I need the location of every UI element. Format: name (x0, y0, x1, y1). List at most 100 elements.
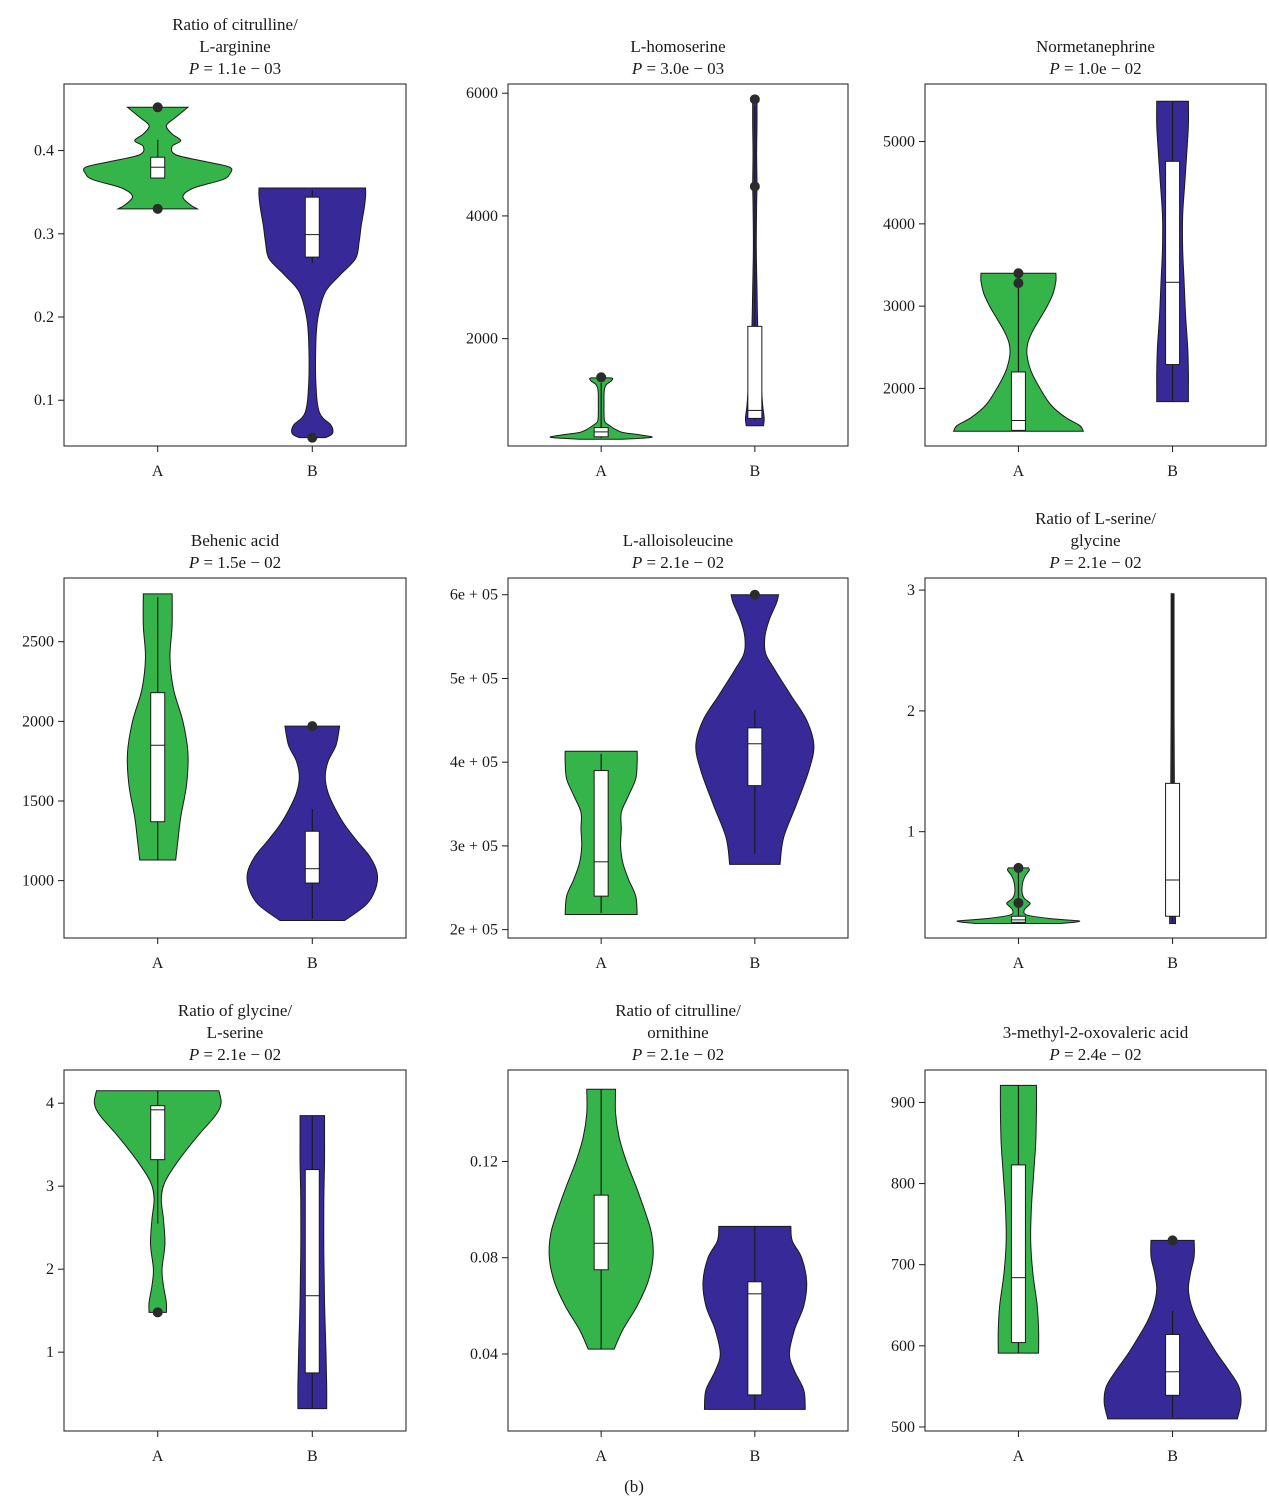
p-symbol: P (188, 553, 199, 572)
category-label-b: B (1167, 463, 1178, 480)
y-tick-label: 0.3 (34, 226, 54, 243)
outlier-point (749, 94, 760, 105)
outlier-point (307, 432, 318, 443)
panel-title-line: Ratio of glycine/ (178, 1001, 293, 1020)
y-tick-label: 6000 (466, 85, 498, 102)
p-value-label: P = 1.0​e − 02 (1048, 59, 1141, 78)
plot-frame (63, 1069, 407, 1432)
box-iqr (593, 1194, 609, 1271)
y-tick-label: 500 (891, 1419, 915, 1436)
panel-title-line: L-arginine (199, 37, 270, 56)
p-symbol: P (631, 1045, 642, 1064)
category-label-a: A (152, 463, 164, 480)
category-label-a: A (595, 463, 607, 480)
violin-panel-5: L-alloisoleucine P = 2.1​e − 02 2e + 05 3e … (450, 531, 849, 972)
y-tick-label: 2 (907, 703, 915, 720)
panel-title-line: ornithine (647, 1023, 708, 1042)
category-label-a: A (595, 955, 607, 972)
y-tick-label: 4e + 05 (450, 754, 498, 771)
y-tick-label: 1 (907, 824, 915, 841)
y-tick-label: 1 (46, 1344, 54, 1361)
p-value-label: P = 2.4​e − 02 (1048, 1045, 1141, 1064)
box-iqr (1010, 1164, 1026, 1344)
violin-panel-3: Normetanephrine P = 1.0​e − 02 2000 3000 400… (883, 37, 1267, 480)
plot-frame (63, 83, 407, 447)
box-iqr (1165, 160, 1181, 366)
y-tick-label: 6e + 05 (450, 587, 498, 604)
category-label-b: B (1167, 955, 1178, 972)
p-value-text: = 2.1​e − 02 (642, 1045, 724, 1064)
category-label-a: A (1013, 463, 1025, 480)
outlier-point (596, 372, 607, 383)
y-tick-label: 5e + 05 (450, 670, 498, 687)
p-value-label: P = 3.0​e − 03 (631, 59, 724, 78)
p-symbol: P (631, 553, 642, 572)
y-tick-label: 600 (891, 1338, 915, 1355)
outlier-point (152, 1307, 163, 1318)
y-tick-label: 3 (46, 1178, 54, 1195)
box-iqr (747, 1281, 763, 1396)
category-label-a: A (152, 1448, 164, 1465)
plot-frame (507, 1069, 849, 1432)
panel-title-line: Ratio of L-serine/ (1035, 509, 1156, 528)
y-tick-label: 2000 (466, 331, 498, 348)
y-tick-label: 3000 (883, 298, 915, 315)
category-label-a: A (1013, 1448, 1025, 1465)
panel-title-line: Ratio of citrulline/ (615, 1001, 741, 1020)
y-tick-label: 3e + 05 (450, 838, 498, 855)
violin-panel-4: Behenic acid P = 1.5​e − 02 1000 1500 2000 25… (22, 531, 407, 972)
p-symbol: P (1048, 1045, 1059, 1064)
y-tick-label: 0.04 (470, 1346, 498, 1363)
y-tick-label: 900 (891, 1094, 915, 1111)
violin-panel-9: 3-methyl-2-oxovaleric acid P = 2.4​e − 02… (891, 1023, 1267, 1465)
box-iqr (593, 770, 609, 897)
y-tick-label: 0.4 (34, 143, 54, 160)
category-label-b: B (750, 463, 761, 480)
category-label-b: B (1167, 1448, 1178, 1465)
p-symbol: P (1048, 553, 1059, 572)
y-tick-label: 2500 (22, 634, 54, 651)
y-tick-label: 700 (891, 1257, 915, 1274)
outlier-point (1013, 268, 1024, 279)
panel-title-line: Normetanephrine (1036, 37, 1155, 56)
category-label-a: A (152, 955, 164, 972)
outlier-point (1013, 862, 1024, 873)
outlier-point (1167, 1235, 1178, 1246)
p-value-text: = 2.4​e − 02 (1060, 1045, 1142, 1064)
box-iqr (1010, 371, 1026, 431)
plot-frame (63, 577, 407, 939)
outlier-point (307, 721, 318, 732)
figure-caption: (b) (624, 1477, 644, 1496)
p-value-text: = 2.1​e − 02 (1060, 553, 1142, 572)
p-value-text: = 3.0​e − 03 (642, 59, 724, 78)
box-iqr (150, 1105, 166, 1161)
plot-frame (507, 577, 849, 939)
violin-panel-6: Ratio of L-serine/glycine P = 2.1​e − 02 1… (907, 509, 1267, 972)
p-value-text: = 2.1​e − 02 (642, 553, 724, 572)
box-iqr (1165, 1333, 1181, 1396)
p-value-label: P = 1.1​e − 03 (188, 59, 281, 78)
p-symbol: P (188, 1045, 199, 1064)
panel-title-line: Behenic acid (191, 531, 280, 550)
violin-group-b (258, 187, 367, 439)
p-value-label: P = 2.1​e − 02 (1048, 553, 1141, 572)
p-symbol: P (1048, 59, 1059, 78)
panel-title-line: L-alloisoleucine (623, 531, 733, 550)
box-iqr (1010, 915, 1026, 923)
p-value-text: = 1.0​e − 02 (1060, 59, 1142, 78)
outlier-point (152, 102, 163, 113)
box-iqr (150, 692, 166, 823)
p-value-label: P = 2.1​e − 02 (188, 1045, 281, 1064)
box-iqr (304, 1169, 320, 1374)
plot-frame (507, 83, 849, 447)
y-tick-label: 1500 (22, 793, 54, 810)
y-tick-label: 2e + 05 (450, 922, 498, 939)
outlier-point (1013, 278, 1024, 289)
category-label-b: B (750, 955, 761, 972)
panel-title-line: Ratio of citrulline/ (172, 15, 298, 34)
outlier-point (1013, 897, 1024, 908)
y-tick-label: 2 (46, 1261, 54, 1278)
box-iqr (747, 325, 763, 419)
y-tick-label: 0.12 (470, 1153, 498, 1170)
category-label-a: A (1013, 955, 1025, 972)
